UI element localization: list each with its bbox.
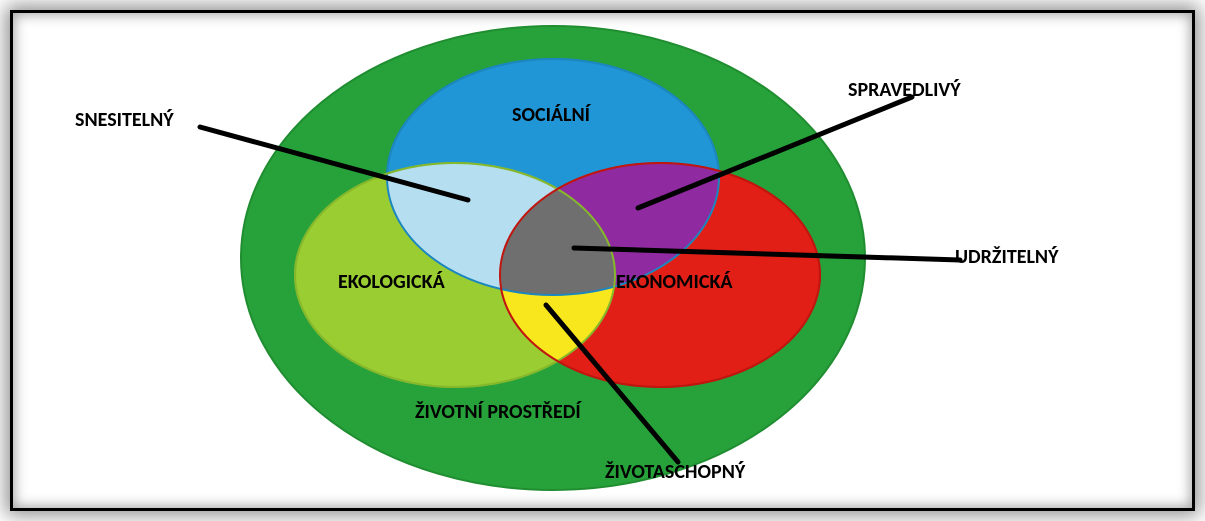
equitable-label: SPRAVEDLIVÝ: [848, 78, 961, 102]
viable-label: ŽIVOTASCHOPNÝ: [605, 460, 745, 484]
social-label: SOCIÁLNÍ: [512, 103, 590, 127]
sustainable-label: UDRŽITELNÝ: [955, 245, 1059, 269]
economy-label: EKONOMICKÁ: [616, 270, 733, 294]
diagram-frame: SOCIÁLNÍ EKOLOGICKÁ EKONOMICKÁ ŽIVOTNÍ P…: [0, 0, 1205, 521]
environment-label: ŽIVOTNÍ PROSTŘEDÍ: [415, 400, 581, 424]
tolerable-label: SNESITELNÝ: [75, 108, 174, 132]
ecology-label: EKOLOGICKÁ: [338, 270, 445, 294]
